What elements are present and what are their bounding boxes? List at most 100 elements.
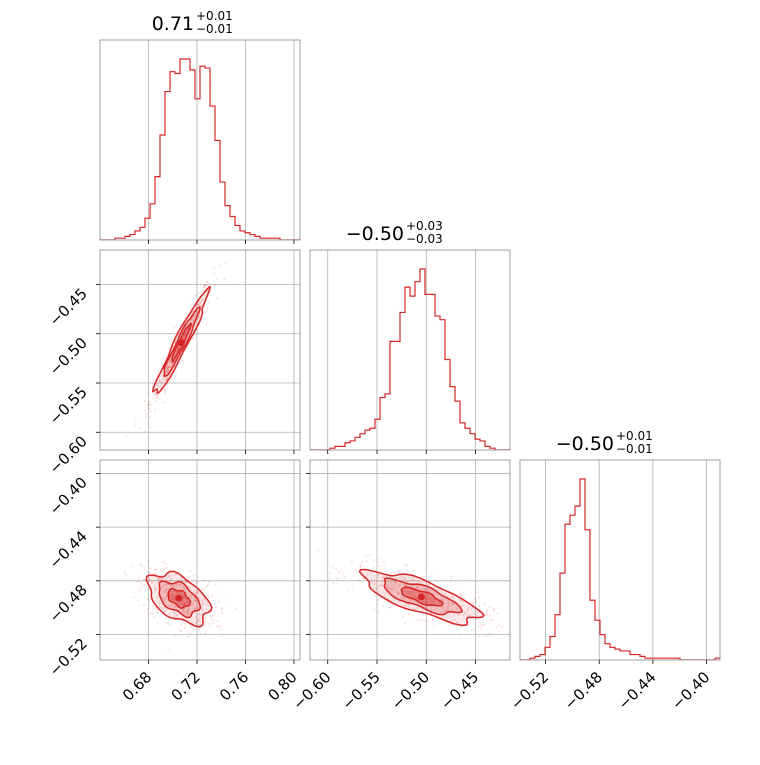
sample-point (170, 605, 173, 608)
sample-point (429, 602, 432, 605)
sample-point (193, 313, 197, 316)
sample-point (439, 597, 442, 600)
sample-point (419, 619, 423, 622)
sample-point (146, 404, 149, 407)
sample-point (174, 634, 177, 637)
y-tick-label: −0.60 (46, 432, 91, 477)
sample-point (198, 315, 201, 318)
sample-point (185, 608, 188, 612)
sample-point (151, 612, 154, 616)
sample-point (153, 607, 156, 610)
sample-point (407, 576, 410, 579)
sample-point (377, 585, 381, 588)
title-median-1: −0.50 (346, 223, 404, 245)
sample-point (433, 624, 436, 627)
sample-point (198, 612, 201, 615)
sample-point (166, 622, 170, 626)
sample-point (451, 602, 454, 605)
sample-point (385, 585, 388, 588)
sample-point (471, 617, 475, 620)
sample-point (380, 581, 383, 584)
sample-point (201, 599, 204, 602)
sample-point (184, 580, 187, 583)
sample-point (372, 559, 375, 562)
sample-point (169, 358, 172, 361)
sample-point (206, 601, 209, 604)
sample-point (162, 583, 165, 586)
sample-point (416, 618, 420, 621)
sample-point (387, 586, 391, 589)
sample-point (416, 578, 419, 582)
sample-point (403, 604, 406, 607)
sample-point (462, 604, 465, 608)
sample-point (420, 604, 423, 607)
sample-point (361, 560, 364, 563)
sample-point (147, 570, 150, 573)
sample-point (203, 285, 206, 288)
sample-point (423, 588, 426, 591)
sample-point (406, 564, 409, 567)
sample-point (437, 588, 440, 592)
sample-point (474, 600, 477, 603)
sample-point (192, 599, 196, 603)
sample-point (415, 597, 418, 600)
sample-point (198, 620, 202, 623)
sample-point (195, 606, 199, 610)
sample-point (426, 587, 429, 590)
x-tick-label: 0.76 (216, 668, 252, 704)
sample-point (447, 600, 450, 603)
sample-point (329, 571, 332, 575)
sample-point (144, 415, 148, 418)
sample-point (396, 591, 399, 594)
sample-point (124, 434, 127, 437)
sample-point (498, 623, 501, 626)
sample-point (416, 587, 419, 590)
sample-point (183, 333, 187, 336)
sample-point (491, 618, 494, 622)
sample-point (496, 612, 499, 615)
sample-point (152, 609, 155, 612)
sample-point (426, 594, 429, 597)
panel-content (100, 58, 300, 240)
sample-point (177, 346, 180, 349)
sample-point (172, 595, 175, 598)
sample-point (441, 598, 444, 601)
sample-point (411, 577, 415, 580)
sample-point (402, 597, 405, 600)
sample-point (351, 585, 354, 588)
sample-point (215, 297, 219, 300)
sample-point (418, 580, 421, 583)
sample-point (410, 599, 413, 602)
contour-line-1 (158, 580, 201, 619)
sample-point (408, 613, 411, 616)
sample-point (199, 631, 202, 634)
sample-point (373, 582, 376, 585)
sample-point (223, 278, 226, 281)
sample-point (386, 583, 389, 586)
sample-point (476, 614, 479, 617)
sample-point (206, 280, 209, 284)
sample-point (432, 600, 435, 604)
sample-point (167, 368, 170, 371)
sample-point (459, 599, 462, 602)
sample-point (135, 580, 138, 583)
sample-point (359, 566, 362, 569)
sample-point (196, 607, 199, 610)
sample-point (403, 597, 406, 600)
sample-point (523, 633, 525, 635)
sample-point (187, 612, 190, 615)
sample-point (184, 625, 187, 628)
sample-point (485, 613, 488, 616)
sample-point (206, 594, 210, 597)
sample-point (151, 384, 154, 387)
sample-point (185, 598, 188, 602)
sample-point (162, 589, 165, 592)
sample-point (171, 592, 174, 596)
x-tick-label: −0.50 (388, 668, 433, 713)
sample-point (429, 589, 432, 592)
sample-point (180, 579, 183, 582)
sample-point (154, 392, 157, 396)
sample-point (164, 583, 167, 586)
sample-point (184, 331, 187, 334)
sample-point (189, 303, 192, 306)
